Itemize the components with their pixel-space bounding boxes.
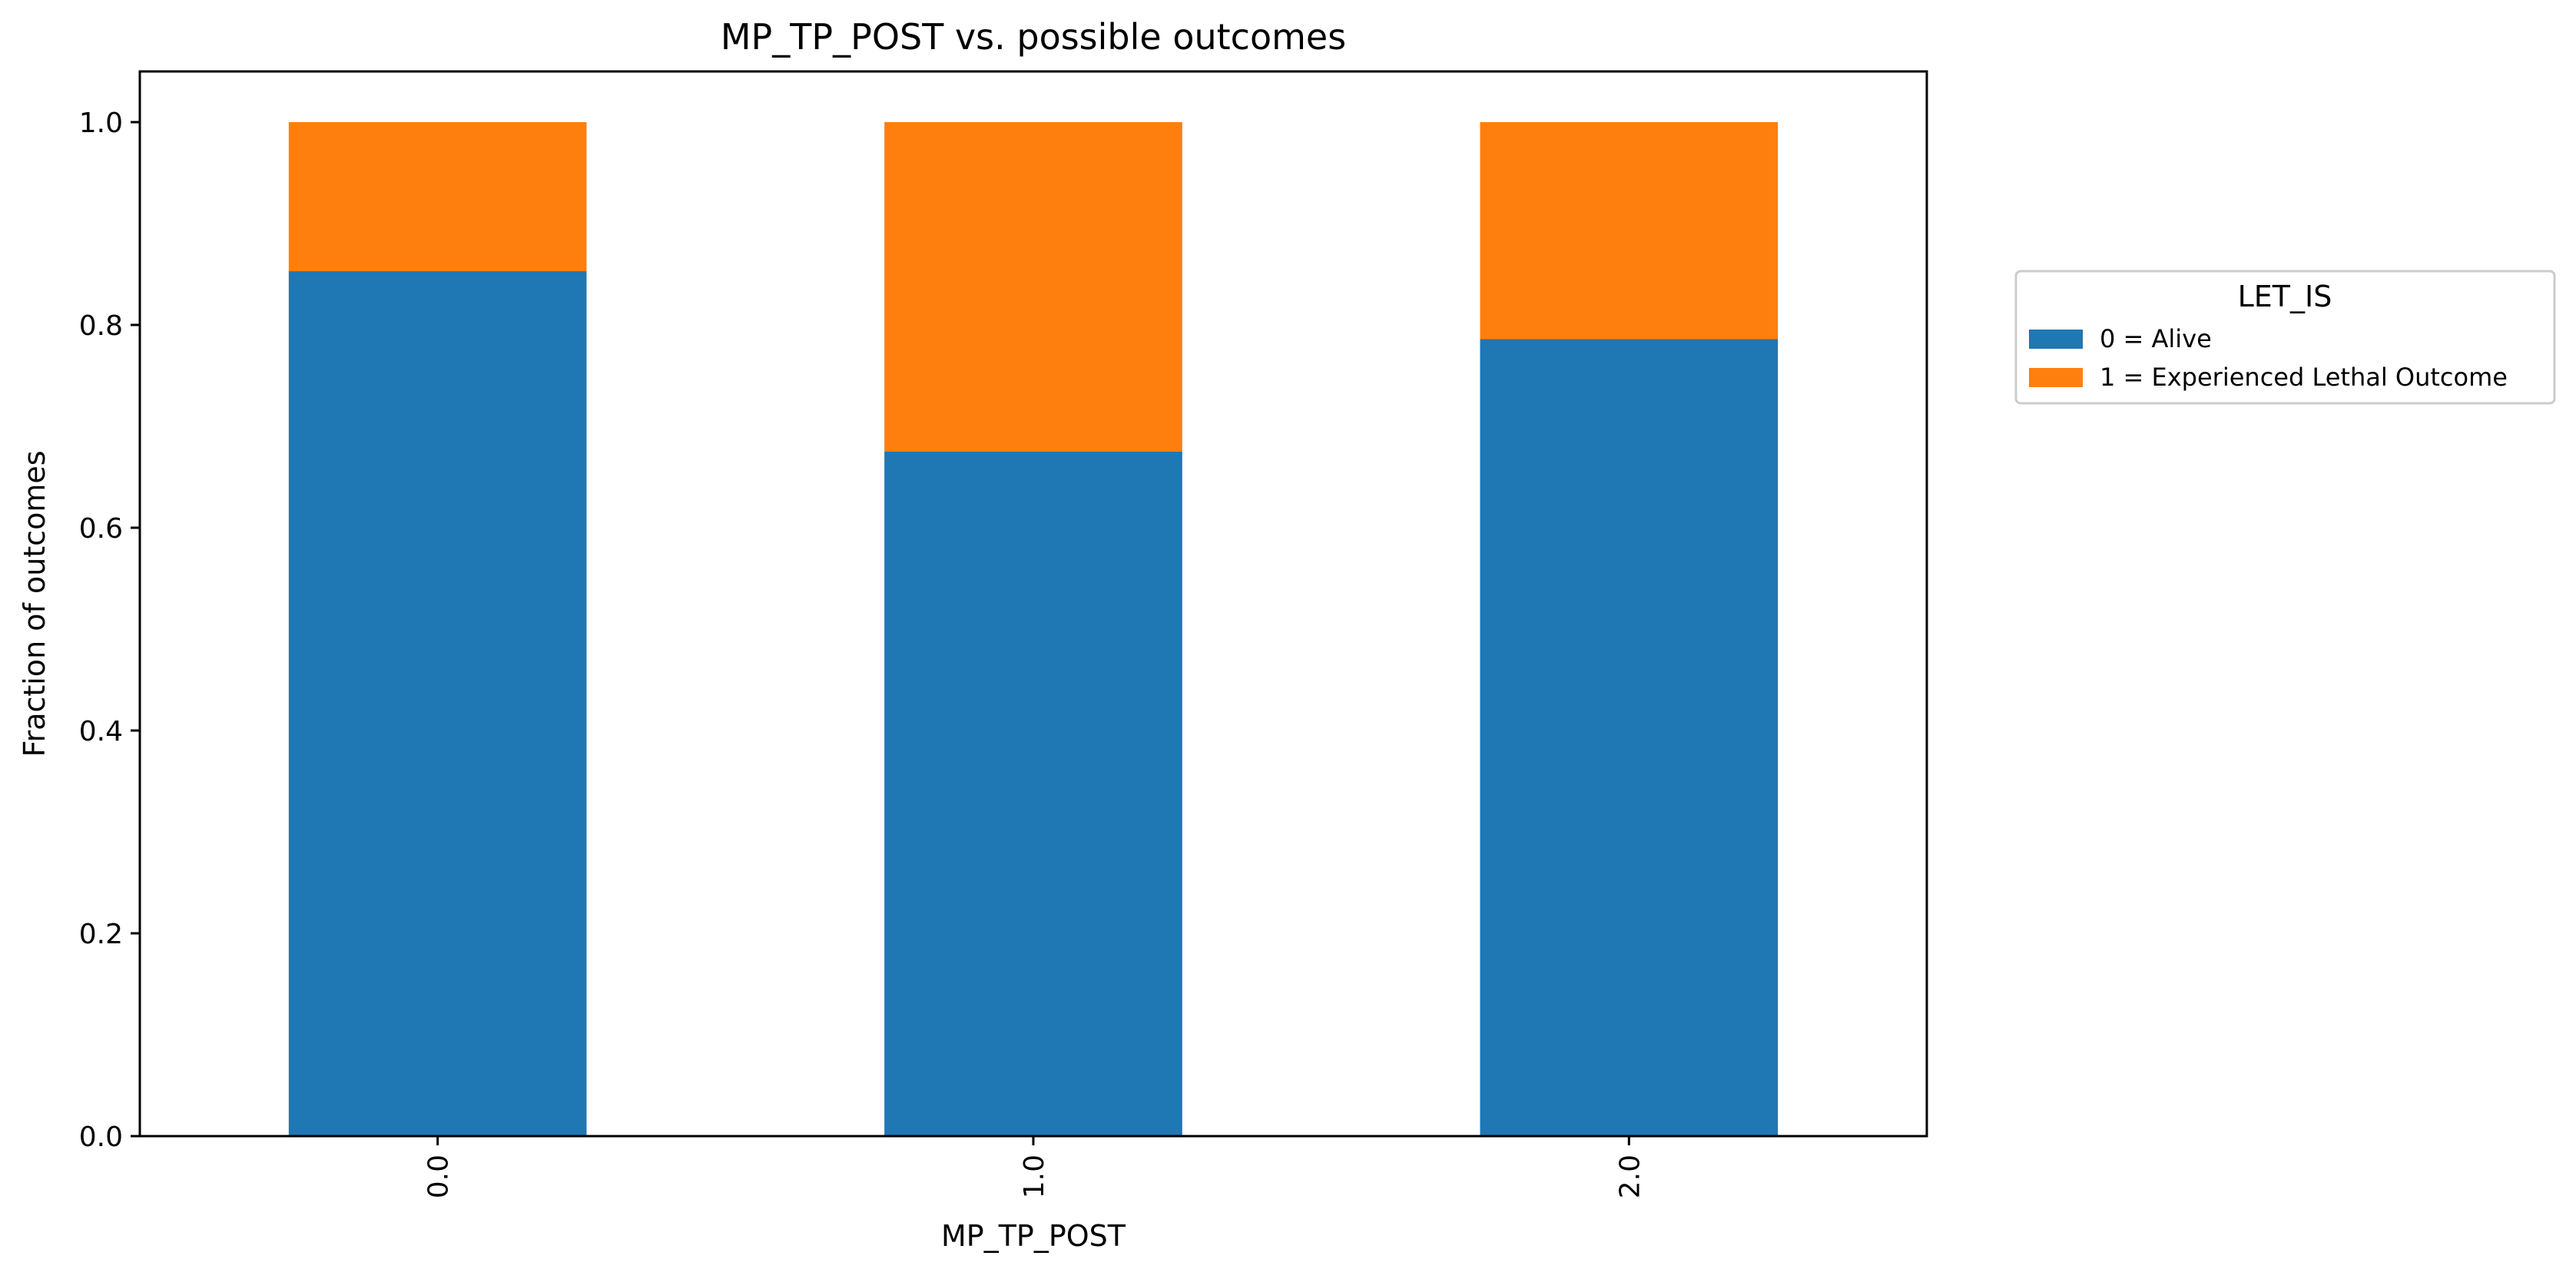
legend-title: LET_IS	[2238, 280, 2332, 313]
bar-alive-0	[288, 271, 587, 1136]
y-tick-label: 1.0	[79, 108, 123, 139]
bar-alive-2	[1480, 339, 1779, 1137]
bar-lethal-2	[1480, 122, 1779, 340]
legend: LET_IS 0 = Alive 1 = Experienced Lethal O…	[2014, 270, 2556, 405]
x-axis: 0.0 1.0 2.0	[423, 1136, 1646, 1198]
bars-layer	[288, 122, 1779, 1137]
x-tick-label: 2.0	[1614, 1155, 1646, 1198]
x-tick-label: 0.0	[423, 1155, 455, 1198]
chart-title: MP_TP_POST vs. possible outcomes	[721, 16, 1346, 58]
x-tick-label: 1.0	[1019, 1155, 1050, 1198]
bar-alive-1	[884, 452, 1182, 1136]
legend-items: 0 = Alive 1 = Experienced Lethal Outcome	[2029, 324, 2508, 392]
bar-lethal-0	[288, 122, 587, 272]
y-tick-label: 0.2	[79, 919, 123, 950]
y-axis: 0.0 0.2 0.4 0.6 0.8 1.0	[79, 108, 140, 1153]
y-tick-label: 0.0	[79, 1122, 123, 1153]
y-tick-label: 0.4	[79, 716, 123, 747]
legend-swatch	[2029, 368, 2083, 387]
legend-label: 1 = Experienced Lethal Outcome	[2100, 363, 2508, 392]
legend-frame	[2014, 270, 2556, 405]
y-tick-label: 0.8	[79, 310, 123, 342]
legend-label: 0 = Alive	[2100, 324, 2212, 353]
bar-lethal-1	[884, 122, 1182, 452]
y-tick-label: 0.6	[79, 513, 123, 545]
plot-frame	[138, 70, 1928, 1138]
x-axis-label: MP_TP_POST	[941, 1219, 1126, 1253]
legend-swatch	[2029, 330, 2083, 349]
y-axis-label: Fraction of outcomes	[18, 450, 51, 757]
